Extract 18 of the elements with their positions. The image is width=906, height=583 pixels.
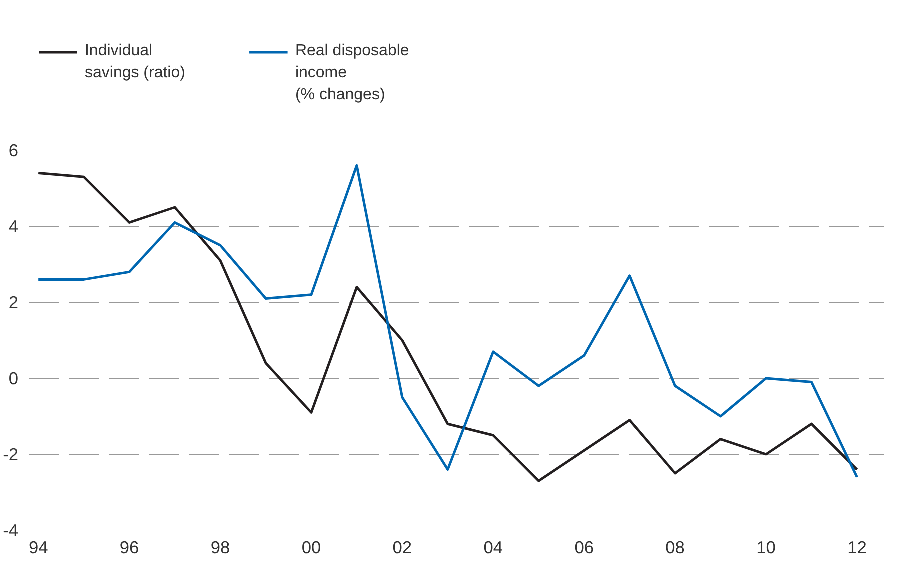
y-tick-label: 0	[8, 368, 19, 388]
y-tick-label: 6	[8, 140, 19, 160]
y-tick-label: -4	[3, 520, 19, 540]
x-tick-label: 00	[302, 538, 322, 558]
x-tick-label: 94	[28, 538, 49, 558]
x-tick-label: 06	[574, 538, 594, 558]
legend-label: Real disposable income (% changes)	[295, 42, 410, 104]
x-tick-label: 04	[484, 538, 504, 558]
x-tick-label: 10	[756, 538, 776, 558]
y-tick-label: -2	[3, 444, 19, 464]
y-tick-label: 4	[8, 216, 19, 236]
x-tick-label: 12	[848, 538, 867, 558]
legend-label: Individual savings (ratio)	[84, 42, 186, 82]
y-tick-label: 2	[8, 292, 19, 312]
x-tick-label: 96	[120, 538, 140, 558]
x-tick-label: 08	[666, 538, 685, 558]
x-tick-label: 02	[392, 538, 412, 558]
x-tick-label: 98	[210, 538, 230, 558]
